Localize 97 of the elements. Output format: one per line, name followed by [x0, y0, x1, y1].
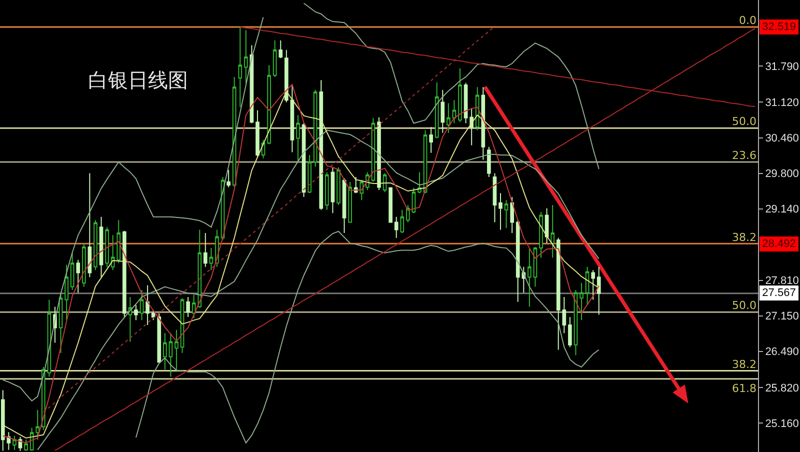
- annotation: 61.8: [732, 382, 756, 395]
- candlestick: [596, 266, 601, 316]
- candlestick: [394, 216, 398, 238]
- candlestick: [140, 290, 144, 321]
- candlestick: [6, 432, 11, 450]
- candlestick: [539, 212, 543, 258]
- candlestick: [475, 86, 480, 131]
- candlestick: [330, 167, 335, 214]
- y-tick-label: 25.820: [765, 382, 799, 394]
- candlestick: [528, 248, 532, 308]
- y-tick-label: 29.800: [765, 168, 799, 180]
- candlestick: [267, 64, 271, 145]
- line-series: [37, 130, 600, 450]
- candlestick: [342, 178, 346, 234]
- ref-line-label: 27.567: [762, 287, 796, 299]
- candlestick: [574, 290, 578, 356]
- candlestick: [388, 186, 392, 224]
- candlestick: [446, 102, 450, 134]
- candlestick: [0, 390, 5, 452]
- candlestick: [122, 230, 126, 318]
- candlestick: [278, 40, 283, 59]
- candlestick: [440, 89, 445, 134]
- candlestick: [313, 89, 318, 168]
- candlestick: [591, 270, 596, 300]
- candlestick: [510, 196, 514, 234]
- line-series: [54, 28, 756, 451]
- candlestick: [36, 410, 40, 440]
- annotation: 23.6: [732, 149, 756, 162]
- candlestick: [464, 82, 468, 124]
- candlestick: [76, 259, 80, 294]
- candlestick: [272, 40, 277, 78]
- candlestick: [585, 266, 590, 306]
- candlestick: [174, 329, 178, 370]
- candlestick: [99, 216, 104, 278]
- annotation: 38.2: [732, 231, 756, 244]
- candlestick: [319, 80, 324, 210]
- line-series: [135, 230, 600, 444]
- candlestick: [458, 68, 462, 123]
- candlestick: [400, 209, 404, 234]
- candlestick: [544, 208, 549, 244]
- candlestick: [308, 154, 312, 194]
- candlestick: [232, 76, 236, 188]
- candlestick: [238, 26, 242, 108]
- candlestick: [186, 296, 190, 318]
- y-tick-label: 25.160: [765, 418, 799, 430]
- candlestick: [452, 100, 456, 124]
- candlestick: [203, 232, 208, 268]
- candlestick: [533, 246, 538, 288]
- candlestick: [134, 304, 138, 321]
- candlestick: [580, 282, 584, 321]
- candlestick: [105, 226, 109, 268]
- candlestick: [492, 172, 497, 223]
- ref-line-label: 32.519: [762, 21, 796, 33]
- candlestick: [550, 204, 555, 258]
- candlestick: [336, 166, 340, 206]
- candlestick: [162, 332, 167, 370]
- annotation: 50.0: [732, 115, 756, 128]
- candlestick: [487, 146, 491, 178]
- candlestick: [88, 172, 92, 278]
- ref-line-label: 28.492: [762, 238, 796, 250]
- candlestick: [284, 50, 288, 103]
- text: 白银日线图: [88, 68, 188, 92]
- y-tick-label: 29.140: [765, 204, 799, 216]
- candlestick: [290, 84, 294, 153]
- candlestick: [128, 296, 132, 342]
- candlestick: [348, 181, 352, 224]
- candlestick: [244, 30, 248, 84]
- candlestick: [256, 110, 260, 158]
- candlestick: [504, 200, 508, 229]
- y-tick-label: 26.490: [765, 346, 799, 358]
- candlestick: [429, 126, 433, 154]
- y-tick-label: 30.460: [765, 132, 799, 145]
- candlestick: [226, 170, 230, 188]
- candlestick: [168, 332, 173, 378]
- candlestick: [325, 172, 329, 210]
- candlestick: [470, 108, 474, 146]
- candlestick: [209, 248, 214, 271]
- annotation: 0.0: [739, 14, 756, 27]
- candlestick: [296, 114, 300, 164]
- candlestick: [498, 192, 502, 230]
- candlestick: [481, 86, 486, 160]
- candlestick: [94, 220, 98, 271]
- candlestick: [406, 204, 410, 223]
- candlestick: [64, 264, 68, 321]
- y-tick-label: 27.810: [765, 275, 799, 288]
- annotation: 50.0: [732, 299, 756, 312]
- y-tick-label: 27.150: [765, 310, 799, 323]
- candlestick: [82, 242, 86, 288]
- annotation: 38.2: [732, 358, 756, 371]
- candlestick: [434, 82, 439, 139]
- y-tick-label: 31.790: [765, 61, 799, 74]
- candlestick: [58, 292, 63, 354]
- candlestick: [377, 116, 381, 190]
- candlestick: [568, 316, 572, 348]
- candlestick: [70, 252, 74, 291]
- candlestick: [146, 284, 150, 326]
- y-tick-label: 31.120: [765, 97, 799, 110]
